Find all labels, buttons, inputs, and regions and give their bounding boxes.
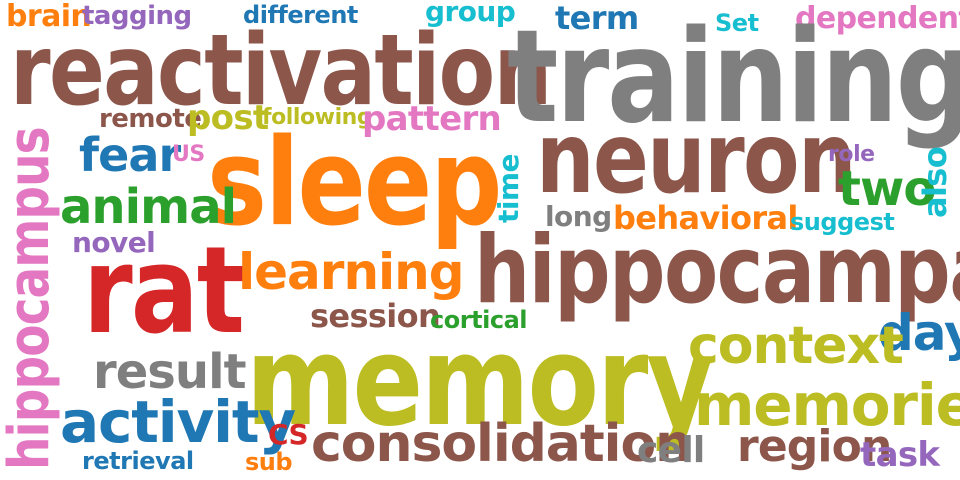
word-result: result (93, 344, 247, 400)
word-training: training (507, 3, 960, 152)
word-remote: remote (99, 104, 202, 134)
word-fear: fear (79, 128, 181, 182)
word-consolidation: consolidation (311, 414, 692, 474)
word-activity: activity (60, 388, 296, 456)
word-cell: cell (637, 430, 705, 471)
word-following: following (262, 105, 373, 130)
word-retrieval: retrieval (82, 447, 194, 475)
word-set: Set (715, 9, 759, 37)
word-session: session (310, 297, 441, 335)
word-pattern: pattern (362, 99, 502, 139)
word-hippocampus: hippocampus (0, 127, 62, 471)
word-memory: memory (246, 310, 714, 454)
word-suggest: suggest (790, 208, 895, 236)
word-term: term (555, 0, 639, 37)
word-context: context (688, 316, 904, 376)
word-task: task (860, 435, 940, 475)
word-memories: memories (694, 371, 960, 439)
word-learning: learning (238, 243, 465, 301)
word-hippocampal: hippocampal (474, 216, 960, 325)
word-also: also (916, 146, 954, 218)
word-different: different (243, 1, 358, 29)
word-reactivation: reactivation (10, 14, 552, 128)
word-sub: sub (245, 448, 293, 476)
word-behavioral: behavioral (613, 199, 798, 237)
word-brain: brain (6, 0, 92, 34)
word-animal: animal (60, 179, 237, 235)
word-dependent: dependent (795, 1, 960, 36)
word-long: long (545, 200, 612, 233)
word-us: US (172, 142, 205, 167)
word-two: two (838, 161, 936, 217)
word-cortical: cortical (430, 306, 528, 334)
word-sleep: sleep (207, 114, 502, 253)
word-time: time (492, 154, 525, 223)
word-tagging: tagging (82, 1, 192, 31)
word-cs: CS (268, 418, 309, 451)
word-group: group (425, 0, 516, 28)
word-novel: novel (72, 226, 156, 259)
word-role: role (828, 142, 875, 167)
word-day: day (878, 304, 960, 362)
word-region: region (737, 421, 892, 472)
word-post: post (187, 98, 269, 138)
word-rat: rat (83, 222, 245, 361)
word-neuron: neuron (536, 102, 857, 216)
